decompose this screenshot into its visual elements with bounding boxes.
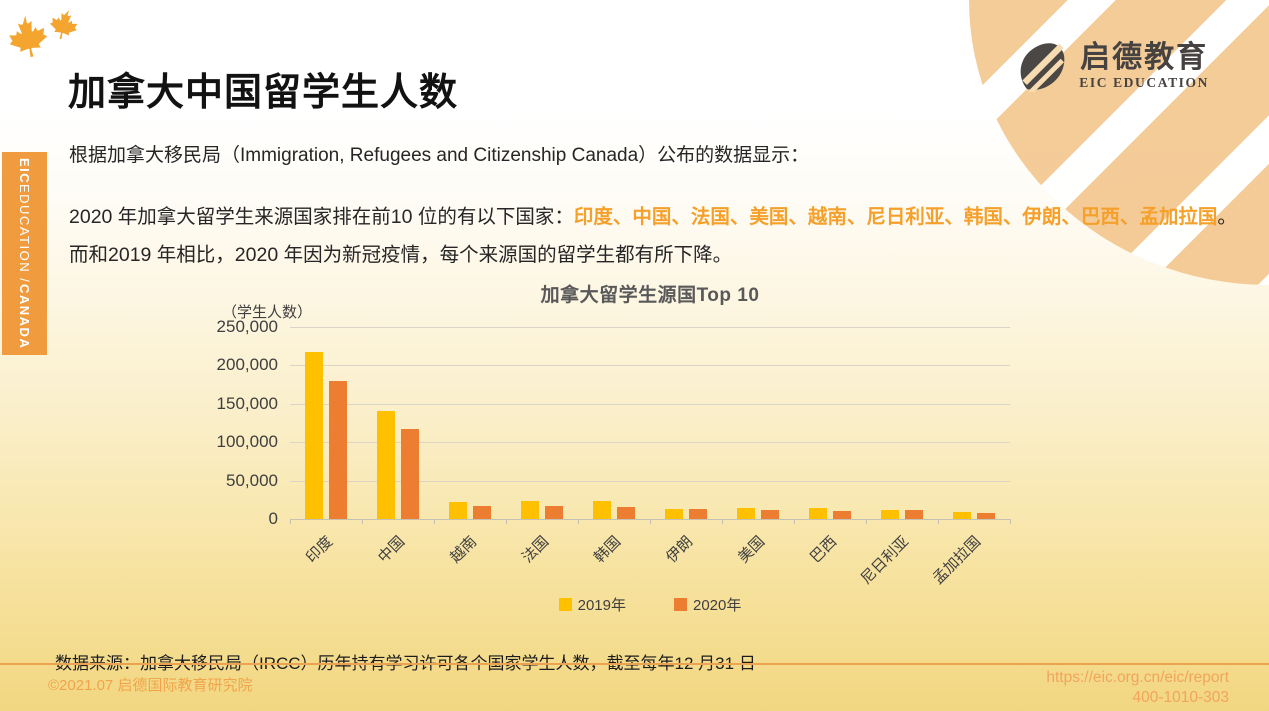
gridline [290,327,1010,328]
bar-2019年-美国 [737,507,755,519]
maple-leaf-icon [50,9,78,40]
x-axis-labels: 印度 中国 越南 法国 韩国 伊朗 美国 巴西 尼日利亚 孟加拉国 [290,525,1010,605]
x-axis-tick [722,519,723,524]
chart-title: 加拿大留学生源国Top 10 [540,285,760,306]
gridline [290,365,1010,367]
sidebar-label-education: EDUCATION / [17,184,32,284]
y-axis-unit-label: （学生人数） [222,304,313,321]
y-axis-tick-label: 150,000 [216,393,278,413]
bar-2020年-韩国 [617,506,635,519]
footer-bar: ©2021.07 启德国际教育研究院 https://eic.org.cn/ei… [0,663,1269,711]
legend-swatch-icon [674,598,687,611]
bar-2020年-法国 [545,505,563,519]
footer-copyright: ©2021.07 启德国际教育研究院 [48,677,253,694]
bar-2019年-孟加拉国 [953,512,971,519]
y-axis-tick-label: 250,000 [216,317,278,336]
footer-url: https://eic.org.cn/eic/report [1046,669,1229,686]
x-axis-tick [578,519,579,524]
gridline [290,480,1010,482]
bar-chart-plot-area [290,327,1011,524]
maple-leaf-icon [9,15,47,58]
bar-2020年-印度 [329,380,347,519]
footer-phone: 400-1010-303 [1132,689,1229,706]
bar-2019年-印度 [305,351,323,519]
intro-line-2: 2020 年加拿大留学生来源国家排在前10 位的有以下国家：印度、中国、法国、美… [69,198,1241,274]
x-axis-tick [362,519,363,524]
legend-label: 2019年 [577,597,626,614]
x-axis-tick [434,519,435,524]
intro-line-1: 根据加拿大移民局（Immigration, Refugees and Citiz… [69,145,810,166]
x-axis-tick [938,519,939,524]
eic-logo-icon [1020,43,1065,92]
x-axis-tick [866,519,867,524]
footer-contact: https://eic.org.cn/eic/report 400-1010-3… [1046,668,1229,708]
x-axis-tick [650,519,651,524]
bar-2019年-巴西 [809,508,827,519]
logo-text: 启德教育 EIC EDUCATION [1079,41,1209,91]
intro-line-2-lead: 2020 年加拿大留学生来源国家排在前10 位的有以下国家： [69,205,574,228]
legend-item: 2020年 [674,594,741,615]
y-axis-tick-label: 50,000 [226,470,278,490]
legend-item: 2019年 [558,594,626,615]
bar-2019年-越南 [449,502,467,519]
bar-2019年-伊朗 [665,508,683,519]
bar-2019年-中国 [377,410,395,519]
y-axis-tick-label: 200,000 [216,355,278,375]
logo-name-cn: 启德教育 [1080,41,1209,74]
x-axis-tick [794,519,795,524]
intro-line-2-tail: 。而和2019 年相比，2020 年因为新冠疫情，每个来源国的留学生都有所下降。 [69,205,1237,266]
intro-country-list-highlight: 印度、中国、法国、美国、越南、尼日利亚、韩国、伊朗、巴西、孟加拉国 [573,205,1218,228]
sidebar-label-canada: CANADA [17,283,32,349]
legend-swatch-icon [558,598,572,611]
eic-logo: 启德教育 EIC EDUCATION [1017,40,1209,92]
bar-2020年-越南 [473,505,491,519]
x-axis-tick [1010,519,1011,524]
legend-label: 2020年 [693,597,742,614]
bar-2020年-美国 [761,509,779,519]
x-axis-tick [506,519,507,524]
bar-2019年-韩国 [593,500,611,519]
sidebar-canada-tab: EIC EDUCATION / CANADA [2,152,47,355]
y-axis-tick-label: 0 [268,509,278,528]
bar-2020年-中国 [401,429,419,519]
gridline [290,442,1010,444]
bar-2020年-尼日利亚 [905,509,923,519]
logo-name-en: EIC EDUCATION [1079,75,1209,90]
bar-2019年-尼日利亚 [881,509,899,519]
sidebar-label-eic: EIC [17,158,32,185]
bar-2020年-孟加拉国 [977,512,995,519]
y-axis-labels: 250,000 200,000 150,000 100,000 50,000 0 [170,317,278,528]
chart-legend: 2019年 2020年 [290,594,1010,615]
page-title: 加拿大中国留学生人数 [68,72,459,115]
bar-2020年-巴西 [833,510,851,519]
y-axis-tick-label: 100,000 [216,432,278,452]
x-axis-tick [290,519,291,524]
bar-2019年-法国 [521,501,539,519]
bar-2020年-伊朗 [689,509,707,519]
gridline [290,403,1010,405]
